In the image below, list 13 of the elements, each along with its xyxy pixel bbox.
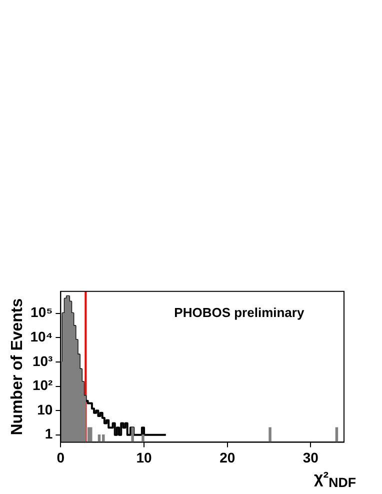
y-tick-label: 10⁴ bbox=[30, 328, 53, 345]
y-tick-label: 1 bbox=[44, 426, 53, 442]
x-tick-label: 30 bbox=[302, 449, 319, 466]
y-tick-label: 10⁵ bbox=[30, 304, 53, 320]
y-tick-label: 10 bbox=[37, 401, 53, 418]
x-axis-title: χ²$_{NDF}$ bbox=[313, 470, 357, 492]
y-tick-label: 10³ bbox=[32, 352, 54, 369]
x-tick-label: 10 bbox=[136, 449, 152, 466]
x-tick-label: 0 bbox=[56, 449, 65, 466]
y-axis-title: Number of Events bbox=[9, 298, 26, 436]
annotation: PHOBOS preliminary bbox=[174, 304, 305, 320]
x-tick-label: 20 bbox=[220, 449, 236, 466]
y-tick-label: 10² bbox=[32, 377, 54, 394]
